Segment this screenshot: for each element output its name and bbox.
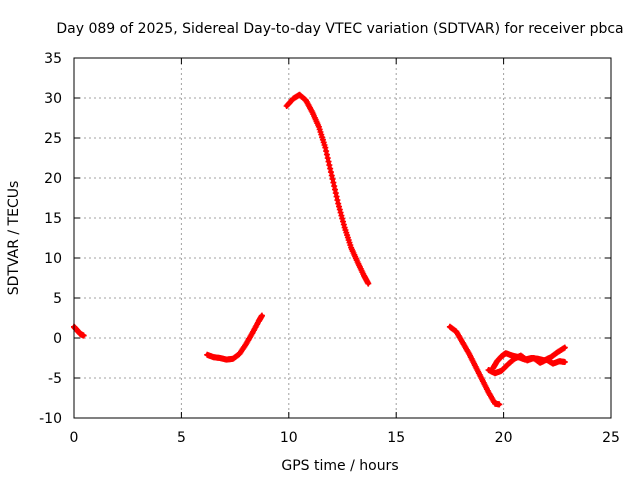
data-point <box>80 332 87 339</box>
series-pass-6 <box>489 344 568 372</box>
data-point <box>337 209 344 216</box>
data-point <box>332 190 339 197</box>
data-point <box>339 215 346 222</box>
data-point <box>323 151 330 158</box>
data-point <box>338 212 345 219</box>
data-point <box>340 221 347 228</box>
x-tick-label: 0 <box>70 430 79 446</box>
data-point <box>334 197 341 204</box>
data-point <box>325 158 332 165</box>
data-point <box>333 193 340 200</box>
y-tick-label: 0 <box>53 331 62 347</box>
y-tick-label: 35 <box>44 51 62 67</box>
y-tick-label: 20 <box>44 171 62 187</box>
data-point <box>331 186 338 193</box>
data-layer <box>71 91 568 408</box>
y-tick-label: 5 <box>53 291 62 307</box>
x-axis-label: GPS time / hours <box>281 458 398 474</box>
plot-frame <box>73 57 612 419</box>
data-point <box>329 176 336 183</box>
data-point <box>340 218 347 225</box>
x-tick-label: 15 <box>387 430 405 446</box>
data-point <box>330 179 337 186</box>
y-tick-label: 10 <box>44 251 62 267</box>
data-point <box>561 344 568 351</box>
series-pass-3 <box>283 91 372 287</box>
data-point <box>336 203 343 210</box>
data-point <box>258 312 265 319</box>
series-pass-2 <box>204 312 265 363</box>
y-tick-label: -5 <box>48 371 62 387</box>
y-axis-label: SDTVAR / TECUs <box>6 181 22 296</box>
data-point <box>322 144 329 151</box>
data-point <box>326 162 333 169</box>
data-point <box>335 200 342 207</box>
data-point <box>336 206 343 213</box>
series-pass-1 <box>71 323 87 339</box>
x-tick-label: 25 <box>602 430 620 446</box>
data-point <box>323 148 330 155</box>
y-tick-label: 15 <box>44 211 62 227</box>
tick-layer: 0 5 10 15 20 25 -10 -5 0 5 10 15 20 25 30 35 <box>39 51 620 446</box>
series-pass-4 <box>446 323 503 408</box>
data-point <box>324 155 331 162</box>
data-point <box>327 165 334 172</box>
data-point <box>561 359 568 365</box>
data-point <box>365 280 372 287</box>
data-point <box>328 172 335 179</box>
x-tick-label: 20 <box>495 430 513 446</box>
y-tick-label: 25 <box>44 131 62 147</box>
x-tick-label: 10 <box>280 430 298 446</box>
y-tick-label: -10 <box>39 411 62 427</box>
chart-title: Day 089 of 2025, Sidereal Day-to-day VTE… <box>56 21 623 37</box>
x-tick-label: 5 <box>177 430 186 446</box>
data-point <box>327 169 334 176</box>
data-point <box>496 401 503 408</box>
data-point <box>331 183 338 190</box>
y-tick-label: 30 <box>44 91 62 107</box>
